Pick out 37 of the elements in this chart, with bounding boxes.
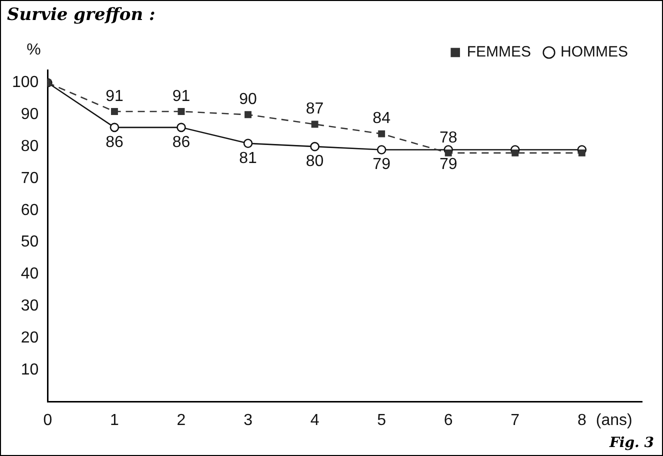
data-label: 91	[172, 88, 190, 105]
y-tick-label: 10	[20, 361, 39, 378]
data-label: 79	[372, 156, 391, 174]
x-tick-label: 7	[510, 412, 520, 429]
y-tick-label: 50	[20, 234, 39, 251]
y-tick-label: 80	[20, 138, 39, 155]
data-label: 78	[439, 129, 458, 146]
legend-label: HOMMES	[560, 44, 628, 61]
caption: Fig. 3	[609, 435, 654, 451]
data-label: 80	[306, 152, 324, 170]
data-label: 84	[372, 110, 391, 128]
data-label: 86	[172, 134, 190, 151]
y-tick-label: 90	[20, 106, 39, 124]
y-tick-label: 70	[20, 170, 39, 187]
data-label: 91	[106, 88, 124, 105]
x-tick-label: 8	[577, 412, 586, 429]
y-tick-label: 20	[20, 329, 39, 346]
x-tick-label: 5	[377, 412, 386, 429]
x-tick-label: 6	[444, 412, 453, 429]
legend-label: FEMMES	[466, 44, 532, 61]
data-label: 87	[306, 100, 324, 118]
y-axis-title: %	[26, 41, 41, 58]
data-label: 86	[106, 134, 124, 151]
x-tick-label: 0	[43, 412, 52, 429]
chart-title: Survie greffon :	[7, 5, 156, 25]
data-label: 90	[239, 91, 258, 108]
x-tick-label: 2	[176, 412, 186, 429]
x-axis-title: (ans)	[596, 412, 632, 430]
data-label: 81	[239, 150, 258, 167]
y-tick-label: 40	[20, 266, 39, 283]
y-tick-label: 100	[12, 74, 39, 92]
y-tick-label: 60	[20, 202, 39, 219]
x-tick-label: 1	[110, 412, 120, 429]
x-tick-label: 3	[244, 412, 253, 429]
y-tick-label: 30	[20, 297, 39, 314]
x-tick-label: 4	[310, 412, 320, 429]
data-label: 79	[439, 156, 458, 174]
